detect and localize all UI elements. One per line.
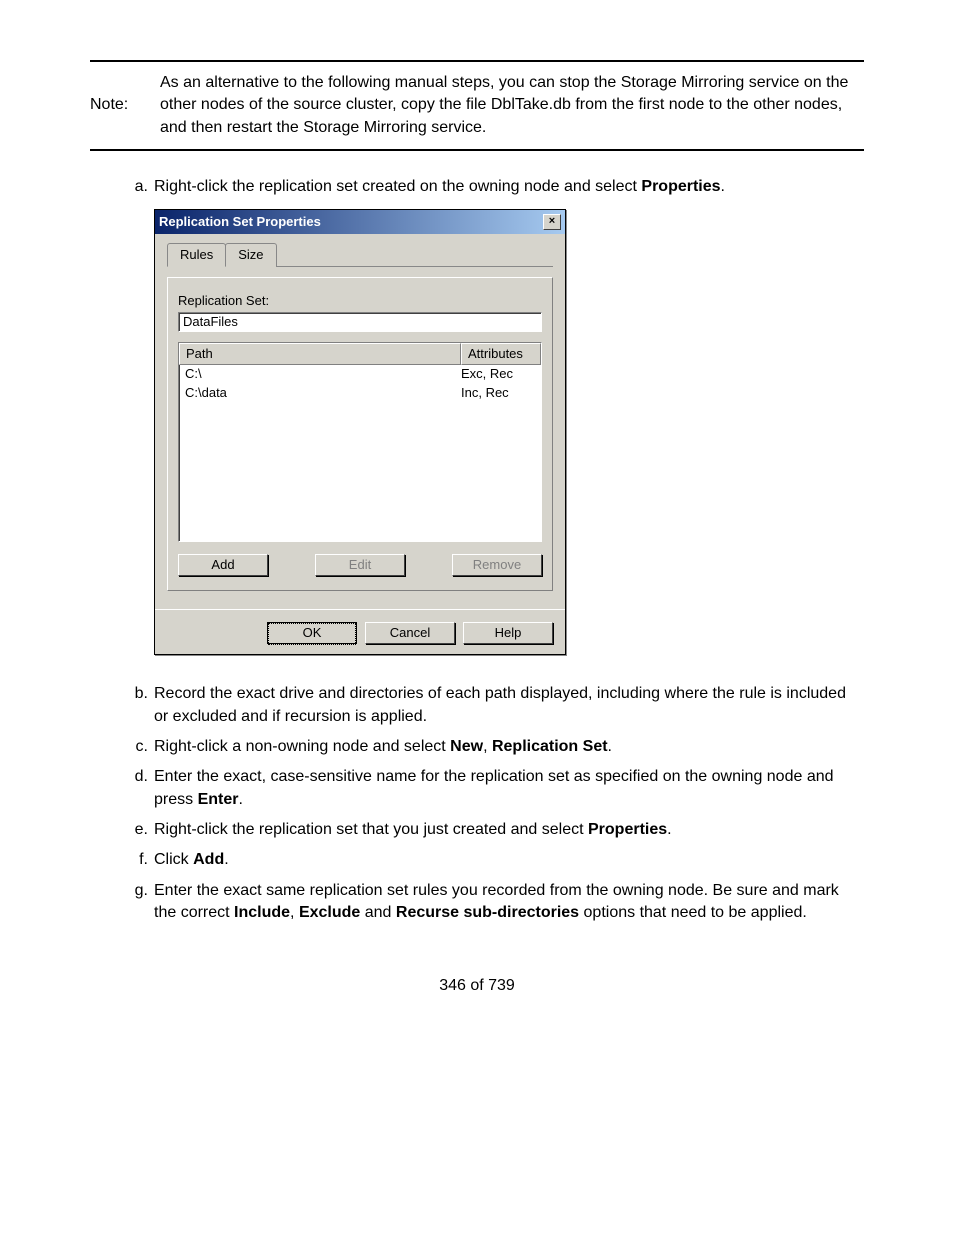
step-a-bold: Properties [641,178,720,195]
edit-button[interactable]: Edit [315,554,405,576]
remove-button[interactable]: Remove [452,554,542,576]
ok-button[interactable]: OK [267,622,357,644]
replication-set-properties-dialog: Replication Set Properties × Rules Size … [154,209,566,656]
dialog-title: Replication Set Properties [159,213,321,231]
step-f: f. Click Add. [120,849,864,871]
step-a-text: Right-click the replication set created … [154,178,641,195]
page-number: 346 of 739 [90,975,864,997]
step-d: d. Enter the exact, case-sensitive name … [120,766,864,811]
step-b: b. Record the exact drive and directorie… [120,683,864,728]
step-c: c. Right-click a non-owning node and sel… [120,736,864,758]
list-item[interactable]: C:\data Inc, Rec [179,384,541,402]
rules-list[interactable]: Path Attributes C:\ Exc, Rec C:\data [178,342,542,542]
list-item[interactable]: C:\ Exc, Rec [179,365,541,383]
note-text: As an alternative to the following manua… [160,72,864,139]
steps-list: a. Right-click the replication set creat… [120,176,864,924]
add-button[interactable]: Add [178,554,268,576]
note-label: Note: [90,72,160,139]
dialog-titlebar: Replication Set Properties × [155,210,565,234]
step-g: g. Enter the exact same replication set … [120,880,864,925]
step-a: a. Right-click the replication set creat… [120,176,864,675]
step-e: e. Right-click the replication set that … [120,819,864,841]
note-box: Note: As an alternative to the following… [90,60,864,151]
step-b-text: Record the exact drive and directories o… [154,683,864,728]
replication-set-label: Replication Set: [178,292,552,310]
tab-strip: Rules Size [167,242,553,267]
tab-size[interactable]: Size [225,243,276,267]
tab-rules[interactable]: Rules [167,243,226,267]
list-header: Path Attributes [179,343,541,365]
cancel-button[interactable]: Cancel [365,622,455,644]
help-button[interactable]: Help [463,622,553,644]
column-path[interactable]: Path [179,343,461,365]
column-attributes[interactable]: Attributes [461,343,541,365]
close-icon[interactable]: × [543,214,561,230]
replication-set-input[interactable]: DataFiles [178,312,542,332]
